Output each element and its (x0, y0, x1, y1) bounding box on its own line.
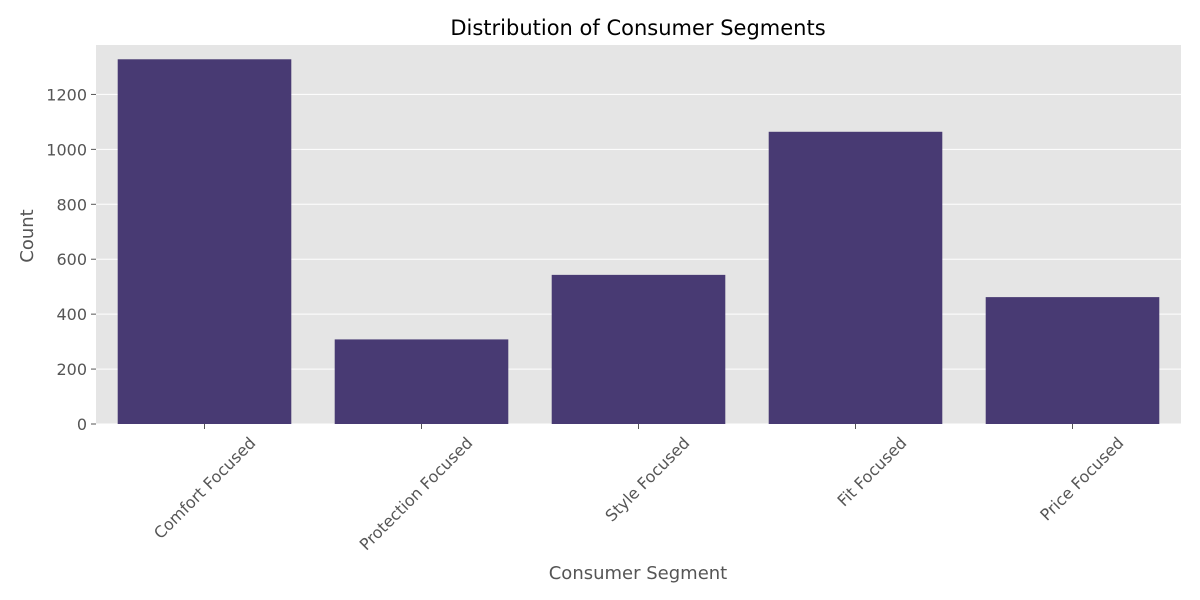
bar-fit-focused (768, 131, 943, 424)
chart-title: Distribution of Consumer Segments (450, 16, 825, 40)
bar-style-focused (551, 274, 726, 424)
bar-price-focused (985, 297, 1160, 424)
y-tick-label: 1000 (46, 140, 87, 159)
x-tick-label: Fit Focused (834, 433, 911, 510)
y-axis-ticks: 0 200 400 600 800 1000 1200 (46, 85, 96, 434)
y-tick-label: 0 (77, 415, 87, 434)
x-tick-label: Style Focused (601, 433, 693, 525)
x-axis-label: Consumer Segment (549, 563, 728, 584)
x-axis-ticks: Comfort Focused Protection Focused Style F… (150, 424, 1127, 554)
x-tick-label: Comfort Focused (150, 433, 259, 542)
bar-comfort-focused (117, 59, 292, 424)
x-tick-label: Protection Focused (356, 433, 477, 554)
x-tick-label: Price Focused (1036, 433, 1127, 524)
bars (117, 59, 1160, 424)
y-tick-label: 1200 (46, 85, 87, 104)
y-tick-label: 400 (56, 305, 87, 324)
y-tick-label: 600 (56, 250, 87, 269)
y-axis-label: Count (17, 209, 38, 262)
y-tick-label: 200 (56, 360, 87, 379)
bar-protection-focused (334, 339, 509, 424)
y-tick-label: 800 (56, 195, 87, 214)
